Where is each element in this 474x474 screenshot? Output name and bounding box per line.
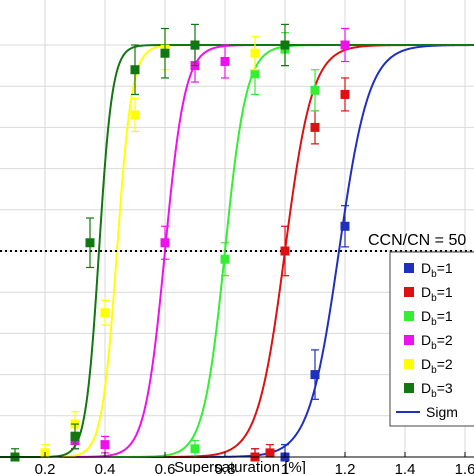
legend-marker [404,263,414,273]
data-point [340,89,350,99]
legend-fit-label: Sigm [426,404,458,420]
legend-marker [404,359,414,369]
data-point [340,40,350,50]
legend-marker [404,287,414,297]
legend-marker [404,383,414,393]
data-point [70,431,80,441]
x-tick-label: 1.4 [395,461,416,474]
legend-entry: Db=3 [421,380,453,400]
data-point [100,308,110,318]
data-point [265,448,275,458]
data-point [280,40,290,50]
data-point [130,110,140,120]
legend-entry: Db=2 [421,332,453,352]
x-tick-label: 0.6 [155,461,176,474]
data-point [190,444,200,454]
annotation: CCN/CN = 50 [0,232,474,252]
legend-marker [404,311,414,321]
data-point [160,48,170,58]
data-point [160,238,170,248]
axes: 0.2 0.4 0.6 0.8 1 1.2 1.4 1.6 Supersaturation [%… [0,452,474,474]
x-tick-label: 1 [281,461,289,474]
x-tick-label: 1.6 [455,461,474,474]
data-points [10,23,350,462]
x-tick-label: 0.8 [215,461,236,474]
data-point [310,85,320,95]
data-point [310,370,320,380]
x-tick-label: 0.2 [35,461,56,474]
data-point [340,221,350,231]
legend-entry: Db=2 [421,356,453,376]
x-tick-label: 1.2 [335,461,356,474]
data-point [85,238,95,248]
legend-marker [404,335,414,345]
data-point [130,65,140,75]
data-point [220,56,230,66]
data-point [250,48,260,58]
data-point [310,122,320,132]
legend: Db=1 Db=1 Db=1 Db=2 Db=2 Db=3 Sigm [389,251,474,427]
legend-entry: Db=1 [421,260,453,280]
legend-entry: Db=1 [421,284,453,304]
annotation-label: CCN/CN = 50 [368,232,466,249]
data-point [100,440,110,450]
data-point [190,40,200,50]
x-tick-label: 0.4 [95,461,116,474]
data-point [220,254,230,264]
x-axis-label: Supersaturation [%] [174,459,306,474]
data-point [250,69,260,79]
data-point [280,246,290,256]
legend-entry: Db=1 [421,308,453,328]
